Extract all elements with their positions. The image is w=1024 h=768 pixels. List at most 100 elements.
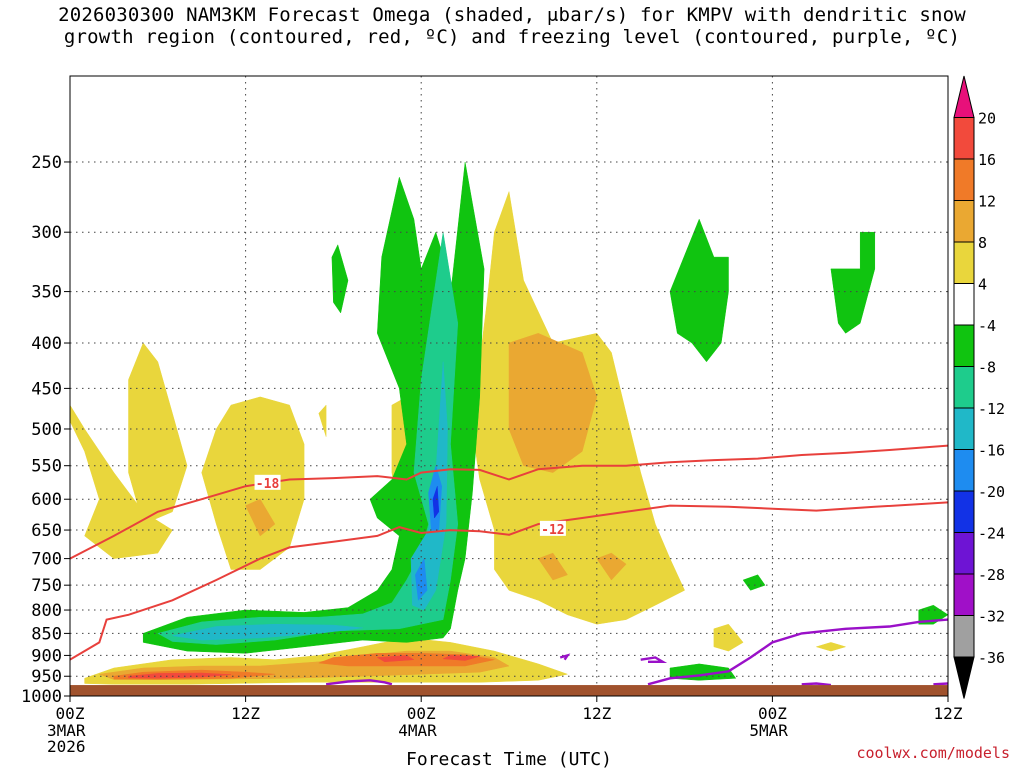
colorbar-band-0 (953, 75, 975, 118)
colorbar-band-7 (953, 366, 975, 409)
y-tick-label-750: 750 (31, 576, 62, 596)
terrain-surface (70, 685, 948, 696)
omega-region-20 (142, 161, 485, 654)
plot-frame (69, 75, 949, 697)
colorbar-band-6 (953, 324, 975, 367)
x-year-label-0: 2026 (47, 737, 86, 756)
colorbar-band-1 (953, 117, 975, 160)
omega-region-12 (537, 552, 568, 581)
dgz-contour-label-0: -18 (256, 477, 280, 492)
colorbar-band-8 (953, 407, 975, 450)
dgz-contour-1 (70, 501, 948, 661)
x-date-label-2: 4MAR (398, 721, 437, 740)
colorbar-label-10: -24 (978, 525, 1005, 543)
colorbar-band-14 (953, 656, 975, 699)
y-tick-label-950: 950 (31, 667, 62, 687)
colorbar-band-5 (953, 283, 975, 326)
y-tick-label-550: 550 (31, 457, 62, 477)
x-tick-label-2: 00Z (407, 704, 436, 723)
colorbar-label-13: -36 (978, 649, 1005, 667)
chart-title-line2: growth region (contoured, red, ºC) and f… (63, 26, 961, 48)
y-tick-label-850: 850 (31, 624, 62, 644)
colorbar-label-2: 12 (978, 193, 996, 211)
omega-region-3 (318, 404, 327, 437)
colorbar-band-13 (953, 615, 975, 658)
omega-region-13 (596, 552, 627, 581)
colorbar-label-11: -28 (978, 566, 1005, 584)
colorbar-label-0: 20 (978, 110, 996, 128)
omega-region-30 (415, 557, 428, 601)
freezing-contour-3 (647, 618, 948, 686)
chart-title-line1: 2026030300 NAM3KM Forecast Omega (shaded… (58, 4, 966, 26)
omega-region-28 (172, 623, 363, 641)
x-axis-label: Forecast Time (UTC) (406, 749, 612, 768)
y-tick-label-250: 250 (31, 153, 62, 173)
colorbar-label-12: -32 (978, 608, 1005, 626)
y-tick-label-900: 900 (31, 646, 62, 666)
x-date-label-4: 5MAR (749, 721, 788, 740)
omega-region-10 (508, 333, 598, 473)
omega-region-18 (376, 655, 415, 663)
y-tick-label-800: 800 (31, 601, 62, 621)
x-tick-label-0: 00Z (56, 704, 85, 723)
y-tick-label-600: 600 (31, 490, 62, 510)
omega-region-22 (669, 218, 729, 363)
credit-text[interactable]: coolwx.com/models (856, 744, 1010, 762)
grid-lines (70, 76, 948, 696)
y-tick-label-700: 700 (31, 550, 62, 570)
colorbar-band-3 (953, 200, 975, 243)
y-tick-label-450: 450 (31, 379, 62, 399)
contour-lines: -18 -12 (70, 444, 948, 687)
dgz-contour-0 (70, 444, 948, 560)
y-tick-label-650: 650 (31, 521, 62, 541)
chart-title: 2026030300 NAM3KM Forecast Omega (shaded… (0, 4, 1024, 48)
omega-shading (70, 161, 948, 685)
colorbar-label-5: -4 (978, 317, 996, 335)
colorbar: 20 16 12 8 4 -4 -8 -12 -16 -20 -24 -28 -32 -36 (953, 75, 1005, 699)
omega-region-11 (245, 498, 276, 537)
colorbar-band-10 (953, 490, 975, 533)
omega-region-19 (442, 655, 480, 661)
x-tick-label-5: 12Z (934, 704, 963, 723)
omega-region-2 (201, 396, 305, 570)
omega-region-32 (432, 486, 440, 519)
freezing-contour-2 (559, 653, 571, 661)
y-tick-label-1000: 1000 (21, 687, 62, 707)
omega-region-6 (611, 465, 642, 487)
y-tick-label-500: 500 (31, 420, 62, 440)
colorbar-band-4 (953, 241, 975, 284)
y-tick-label-300: 300 (31, 223, 62, 243)
colorbar-label-7: -12 (978, 400, 1005, 418)
omega-region-25 (742, 574, 766, 591)
colorbar-band-2 (953, 158, 975, 201)
x-date-label-0: 3MAR (47, 721, 86, 740)
colorbar-label-8: -16 (978, 442, 1005, 460)
axes: 2503003504004505005506006507007508008509… (21, 153, 963, 756)
freezing-contour-5 (933, 682, 948, 686)
x-tick-label-3: 12Z (582, 704, 611, 723)
dgz-label-bg-1 (539, 520, 566, 536)
ground-surface (70, 685, 948, 696)
colorbar-band-12 (953, 573, 975, 616)
omega-region-8 (815, 642, 847, 652)
freezing-contour-1 (640, 656, 668, 663)
colorbar-label-9: -20 (978, 483, 1005, 501)
colorbar-label-1: 16 (978, 151, 996, 169)
omega-region-21 (331, 244, 349, 314)
colorbar-band-9 (953, 449, 975, 492)
freezing-contour-4 (801, 682, 832, 687)
colorbar-band-11 (953, 532, 975, 575)
freezing-contour-0 (325, 679, 393, 686)
omega-region-17 (128, 672, 232, 679)
dgz-contour-label-1: -12 (541, 523, 564, 538)
omega-region-23 (830, 231, 876, 334)
colorbar-label-3: 8 (978, 234, 987, 252)
x-tick-label-1: 12Z (231, 704, 260, 723)
omega-region-7 (713, 623, 744, 652)
x-tick-label-4: 00Z (758, 704, 787, 723)
y-tick-label-350: 350 (31, 283, 62, 303)
colorbar-label-6: -8 (978, 359, 996, 377)
colorbar-label-4: 4 (978, 276, 987, 294)
y-tick-label-400: 400 (31, 334, 62, 354)
